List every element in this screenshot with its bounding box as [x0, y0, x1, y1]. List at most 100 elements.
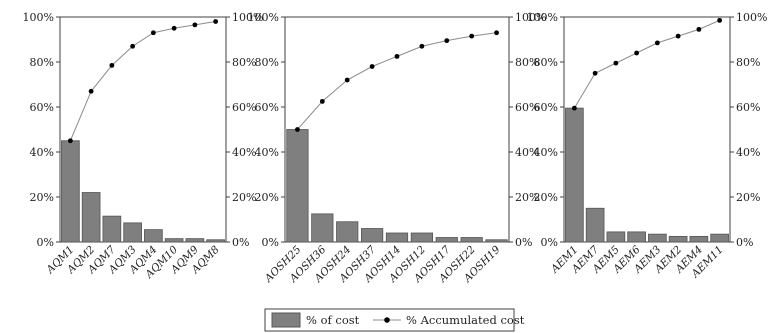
accumulated-point — [67, 138, 73, 144]
bar — [485, 239, 508, 243]
accumulated-point — [444, 38, 450, 44]
left-tick-label: 0% — [37, 236, 54, 249]
accumulated-point — [469, 33, 475, 39]
accumulated-line — [69, 21, 216, 141]
bar — [410, 232, 433, 243]
bar — [668, 235, 688, 243]
right-tick-label: 80% — [736, 56, 760, 69]
left-tick-label: 40% — [534, 146, 558, 159]
right-tick-label: 100% — [232, 11, 263, 24]
legend-line-label: % Accumulated cost — [406, 313, 525, 327]
bar — [627, 231, 646, 243]
bar — [361, 228, 384, 243]
right-tick-label: 80% — [515, 56, 539, 69]
right-tick-label: 60% — [232, 101, 256, 114]
bar — [565, 107, 584, 243]
bar — [385, 232, 409, 243]
chart-panel-1: 0%20%40%60%80%100%0%20%40%60%80%100%AQM1… — [23, 11, 264, 281]
left-tick-label: 40% — [30, 146, 54, 159]
accumulated-point — [171, 25, 177, 31]
right-tick-label: 40% — [232, 146, 256, 159]
accumulated-point — [654, 40, 660, 46]
chart-panel-3: 0%20%40%60%80%100%0%20%40%60%80%100%AEM1… — [527, 11, 768, 281]
accumulated-line — [573, 19, 720, 109]
left-tick-label: 100% — [23, 11, 54, 24]
left-tick-label: 20% — [534, 191, 558, 204]
plot-frame — [563, 16, 731, 243]
accumulated-point — [696, 26, 702, 32]
left-tick-label: 0% — [262, 236, 279, 249]
accumulated-point — [717, 17, 723, 23]
right-tick-label: 60% — [736, 101, 760, 114]
bar — [123, 222, 142, 243]
bar — [102, 215, 122, 243]
right-tick-label: 100% — [515, 11, 546, 24]
left-tick-label: 60% — [534, 101, 558, 114]
legend: % of cost % Accumulated cost — [264, 308, 525, 332]
bar — [648, 233, 667, 243]
legend-bar-label: % of cost — [306, 313, 360, 327]
bar — [185, 238, 205, 243]
right-tick-label: 20% — [515, 191, 539, 204]
accumulated-point — [634, 50, 640, 56]
bar — [311, 213, 334, 243]
left-tick-label: 60% — [30, 101, 54, 114]
accumulated-point — [675, 33, 681, 39]
left-tick-label: 100% — [527, 11, 558, 24]
accumulated-point — [494, 30, 499, 36]
left-tick-label: 80% — [30, 56, 54, 69]
bar — [585, 207, 605, 243]
left-tick-label: 80% — [534, 56, 558, 69]
left-tick-label: 40% — [255, 146, 279, 159]
bar — [81, 192, 101, 243]
plot-frame — [284, 16, 510, 243]
left-tick-label: 20% — [30, 191, 54, 204]
right-tick-label: 0% — [515, 236, 532, 249]
accumulated-point — [295, 127, 300, 132]
bar — [286, 129, 309, 243]
left-tick-label: 100% — [248, 11, 279, 24]
bar — [164, 238, 184, 243]
chart-panel-2: 0%20%40%60%80%100%0%20%40%60%80%100%AOSH… — [248, 11, 547, 285]
right-tick-label: 0% — [232, 236, 249, 249]
plot-frame — [59, 16, 227, 243]
left-tick-label: 0% — [541, 236, 558, 249]
bar — [460, 237, 483, 243]
left-tick-label: 60% — [255, 101, 279, 114]
chart-panels: 0%20%40%60%80%100%0%20%40%60%80%100%AQM1… — [23, 11, 768, 285]
legend-line-marker — [384, 317, 390, 323]
bar — [61, 140, 80, 243]
bar — [336, 221, 359, 243]
right-tick-label: 60% — [515, 101, 539, 114]
right-tick-label: 100% — [736, 11, 767, 24]
accumulated-point — [192, 22, 198, 28]
accumulated-point — [394, 53, 400, 59]
left-tick-label: 20% — [255, 191, 279, 204]
bar — [689, 235, 709, 243]
accumulated-point — [419, 43, 425, 49]
accumulated-point — [613, 60, 619, 66]
right-tick-label: 40% — [736, 146, 760, 159]
accumulated-point — [88, 88, 94, 94]
bar — [606, 231, 626, 243]
right-tick-label: 20% — [736, 191, 760, 204]
accumulated-point — [109, 62, 115, 68]
right-tick-label: 0% — [736, 236, 753, 249]
right-tick-label: 20% — [232, 191, 256, 204]
accumulated-line — [297, 32, 497, 130]
accumulated-point — [150, 30, 156, 36]
right-tick-label: 80% — [232, 56, 256, 69]
bar — [435, 237, 458, 243]
accumulated-point — [130, 43, 136, 49]
legend-bar-swatch — [271, 312, 301, 328]
left-tick-label: 80% — [255, 56, 279, 69]
accumulated-point — [369, 64, 375, 69]
accumulated-point — [319, 98, 325, 104]
bar — [206, 239, 225, 243]
right-tick-label: 40% — [515, 146, 539, 159]
accumulated-point — [571, 105, 577, 111]
accumulated-point — [213, 19, 219, 24]
bar — [144, 229, 163, 243]
accumulated-point — [592, 70, 598, 76]
